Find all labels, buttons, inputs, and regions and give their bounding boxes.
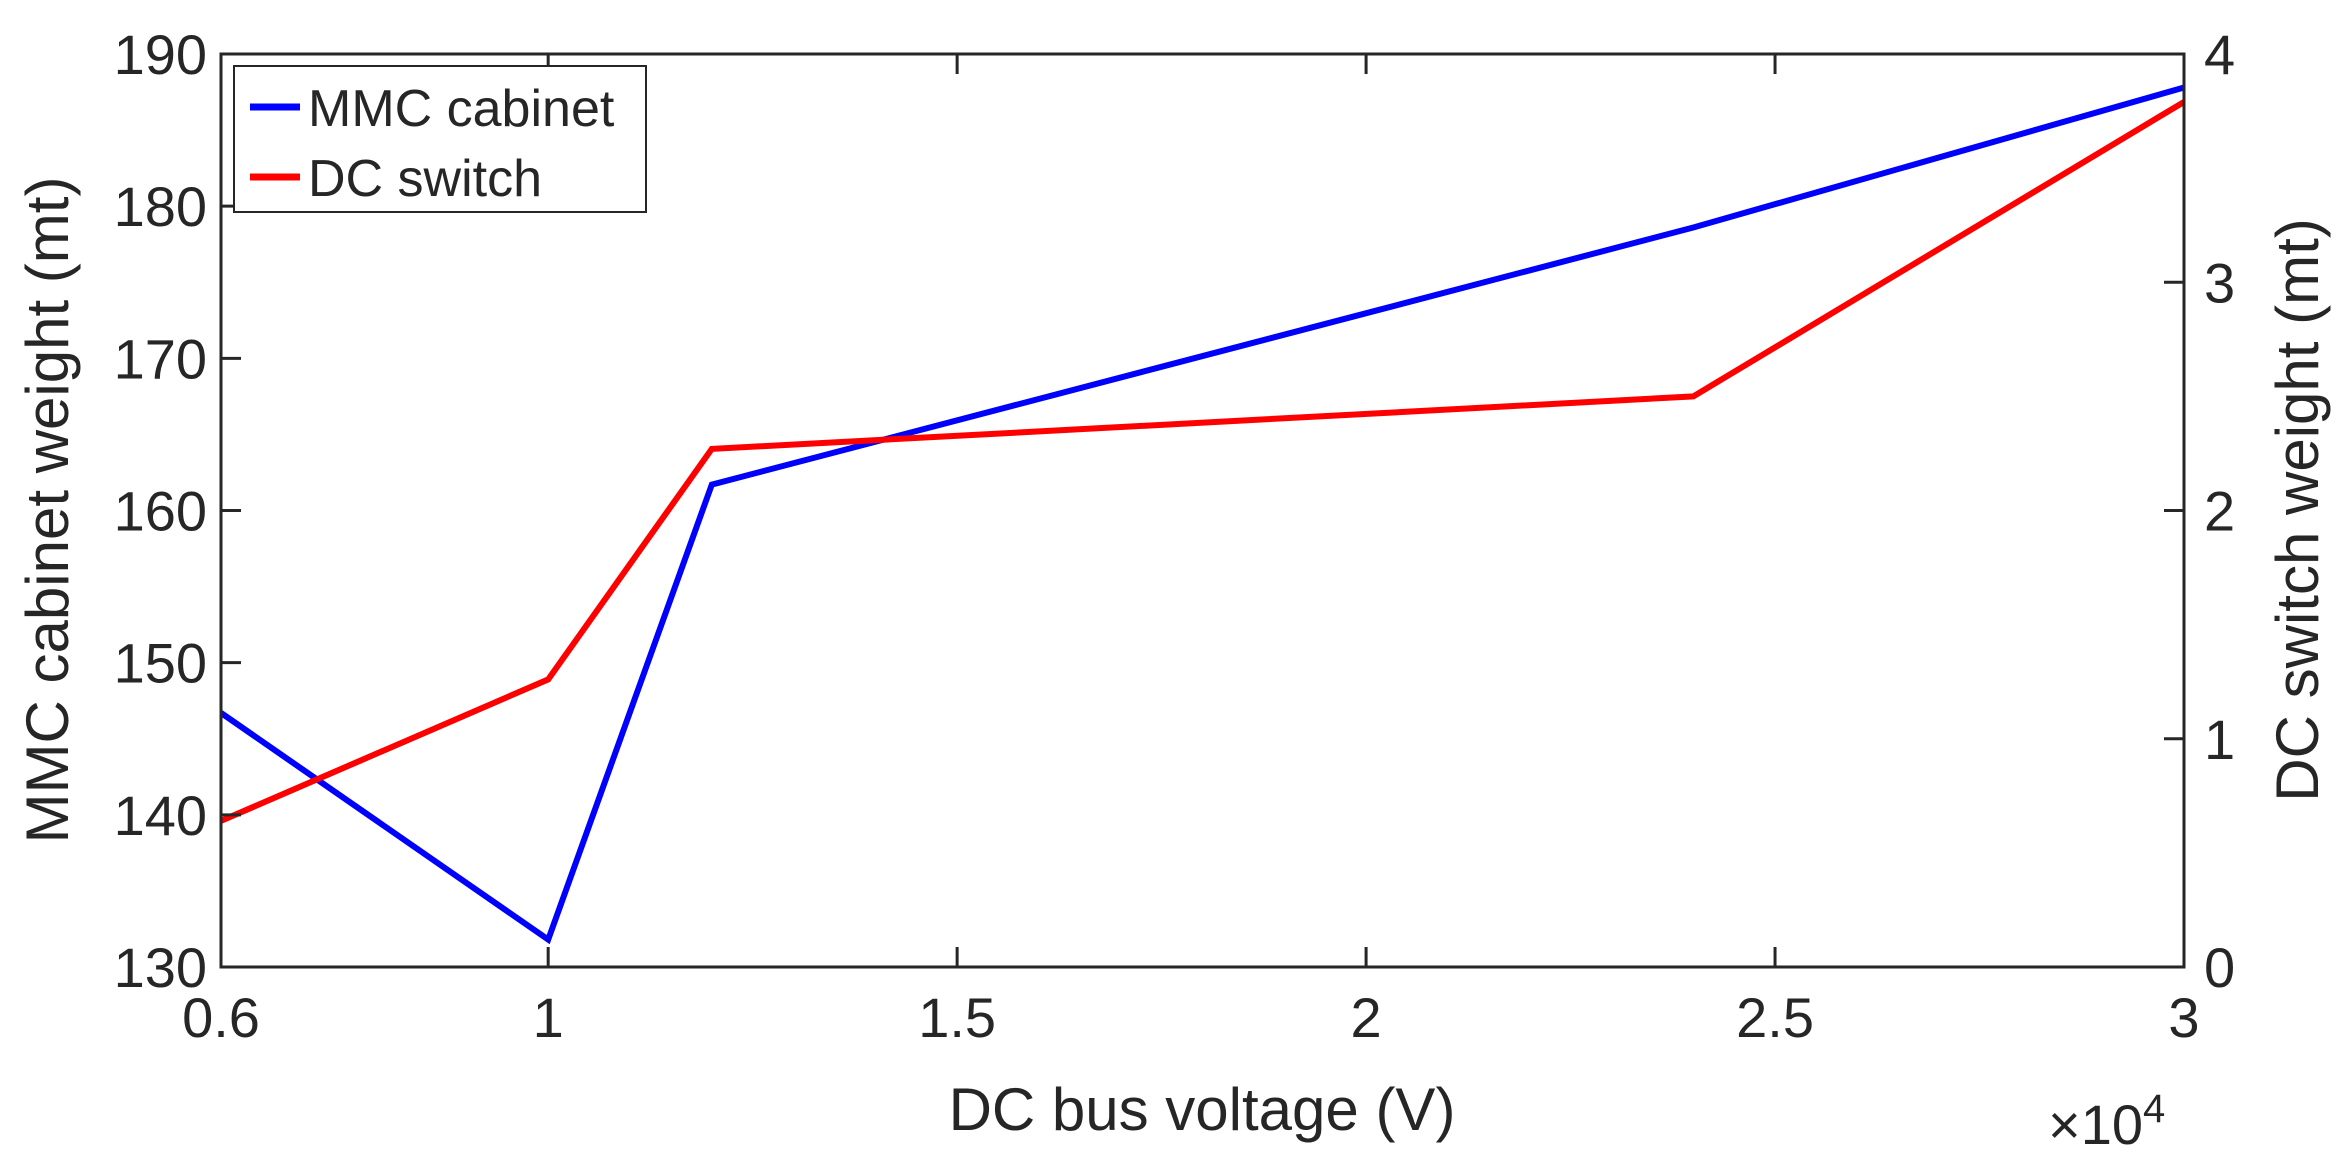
y-left-tick-label: 190 [114, 23, 207, 86]
x-tick-label: 2.5 [1736, 986, 1814, 1049]
y-axis-left: 130 140 150 160 170 180 190 [114, 23, 241, 999]
x-axis: 0.6 1 1.5 2 2.5 3 [182, 54, 2200, 1049]
x-tick-label: 3 [2168, 986, 2199, 1049]
y-left-tick-label: 160 [114, 480, 207, 543]
y-right-tick-label: 0 [2204, 936, 2235, 999]
y-right-tick-label: 1 [2204, 708, 2235, 771]
legend: MMC cabinet DC switch [233, 65, 647, 213]
x-tick-label: 2 [1351, 986, 1382, 1049]
y-axis-right: 0 1 2 3 4 [2164, 23, 2235, 999]
y-right-tick-label: 3 [2204, 251, 2235, 314]
legend-box [233, 65, 647, 213]
x-axis-multiplier-exponent: 4 [2143, 1087, 2165, 1131]
y-axis-left-title: MMC cabinet weight (mt) [14, 177, 81, 844]
y-left-tick-label: 130 [114, 936, 207, 999]
legend-label-dc-switch: DC switch [308, 150, 542, 208]
y-left-tick-label: 140 [114, 784, 207, 847]
x-tick-label: 1.5 [918, 986, 996, 1049]
x-axis-title: DC bus voltage (V) [949, 1076, 1456, 1143]
y-right-tick-label: 4 [2204, 23, 2235, 86]
y-axis-right-title: DC switch weight (mt) [2264, 218, 2331, 801]
legend-label-mmc-cabinet: MMC cabinet [308, 80, 615, 138]
x-tick-label: 1 [533, 986, 564, 1049]
y-left-tick-label: 180 [114, 175, 207, 238]
y-right-tick-label: 2 [2204, 480, 2235, 543]
series-line-mmc-cabinet [219, 84, 2185, 945]
y-left-tick-label: 170 [114, 327, 207, 390]
x-tick-label: 0.6 [182, 986, 260, 1049]
x-axis-multiplier-base: ×10 [2048, 1093, 2143, 1156]
series-layer [219, 84, 2186, 945]
series-line-dc-switch [219, 99, 2186, 824]
y-left-tick-label: 150 [114, 632, 207, 695]
x-axis-multiplier: ×104 [2048, 1087, 2165, 1156]
